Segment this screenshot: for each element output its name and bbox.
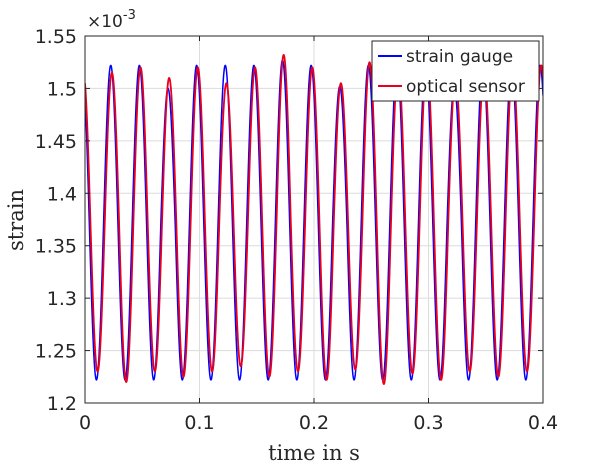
y-tick-labels: 1.2 1.25 1.3 1.35 1.4 1.45 1.5 1.55: [35, 26, 77, 415]
series-layer: [85, 54, 543, 385]
tick-marks: [84, 35, 544, 404]
x-tick-label: 0.1: [184, 412, 214, 434]
y-tick-label: 1.55: [35, 26, 77, 48]
series-line-optical-sensor: [85, 54, 543, 385]
y-tick-label: 1.45: [35, 131, 77, 153]
x-tick-labels: 0 0.1 0.2 0.3 0.4: [79, 412, 558, 434]
legend: strain gauge optical sensor: [371, 40, 540, 102]
x-tick-label: 0.4: [528, 412, 558, 434]
y-tick-label: 1.5: [47, 78, 77, 100]
x-axis-label: time in s: [268, 441, 360, 465]
y-tick-label: 1.4: [47, 183, 77, 205]
y-tick-label: 1.35: [35, 236, 77, 258]
legend-label-strain-gauge: strain gauge: [406, 47, 513, 67]
y-tick-label: 1.2: [47, 393, 77, 415]
y-tick-label: 1.3: [47, 288, 77, 310]
x-tick-label: 0.3: [413, 412, 443, 434]
x-tick-label: 0: [79, 412, 91, 434]
y-scale-exponent-label: ×10-3: [87, 8, 136, 32]
legend-label-optical-sensor: optical sensor: [406, 77, 525, 97]
legend-box: [371, 40, 540, 102]
y-axis-label: strain: [4, 189, 28, 251]
y-tick-label: 1.25: [35, 341, 77, 363]
x-tick-label: 0.2: [299, 412, 329, 434]
series-line-strain-gauge: [85, 59, 543, 381]
